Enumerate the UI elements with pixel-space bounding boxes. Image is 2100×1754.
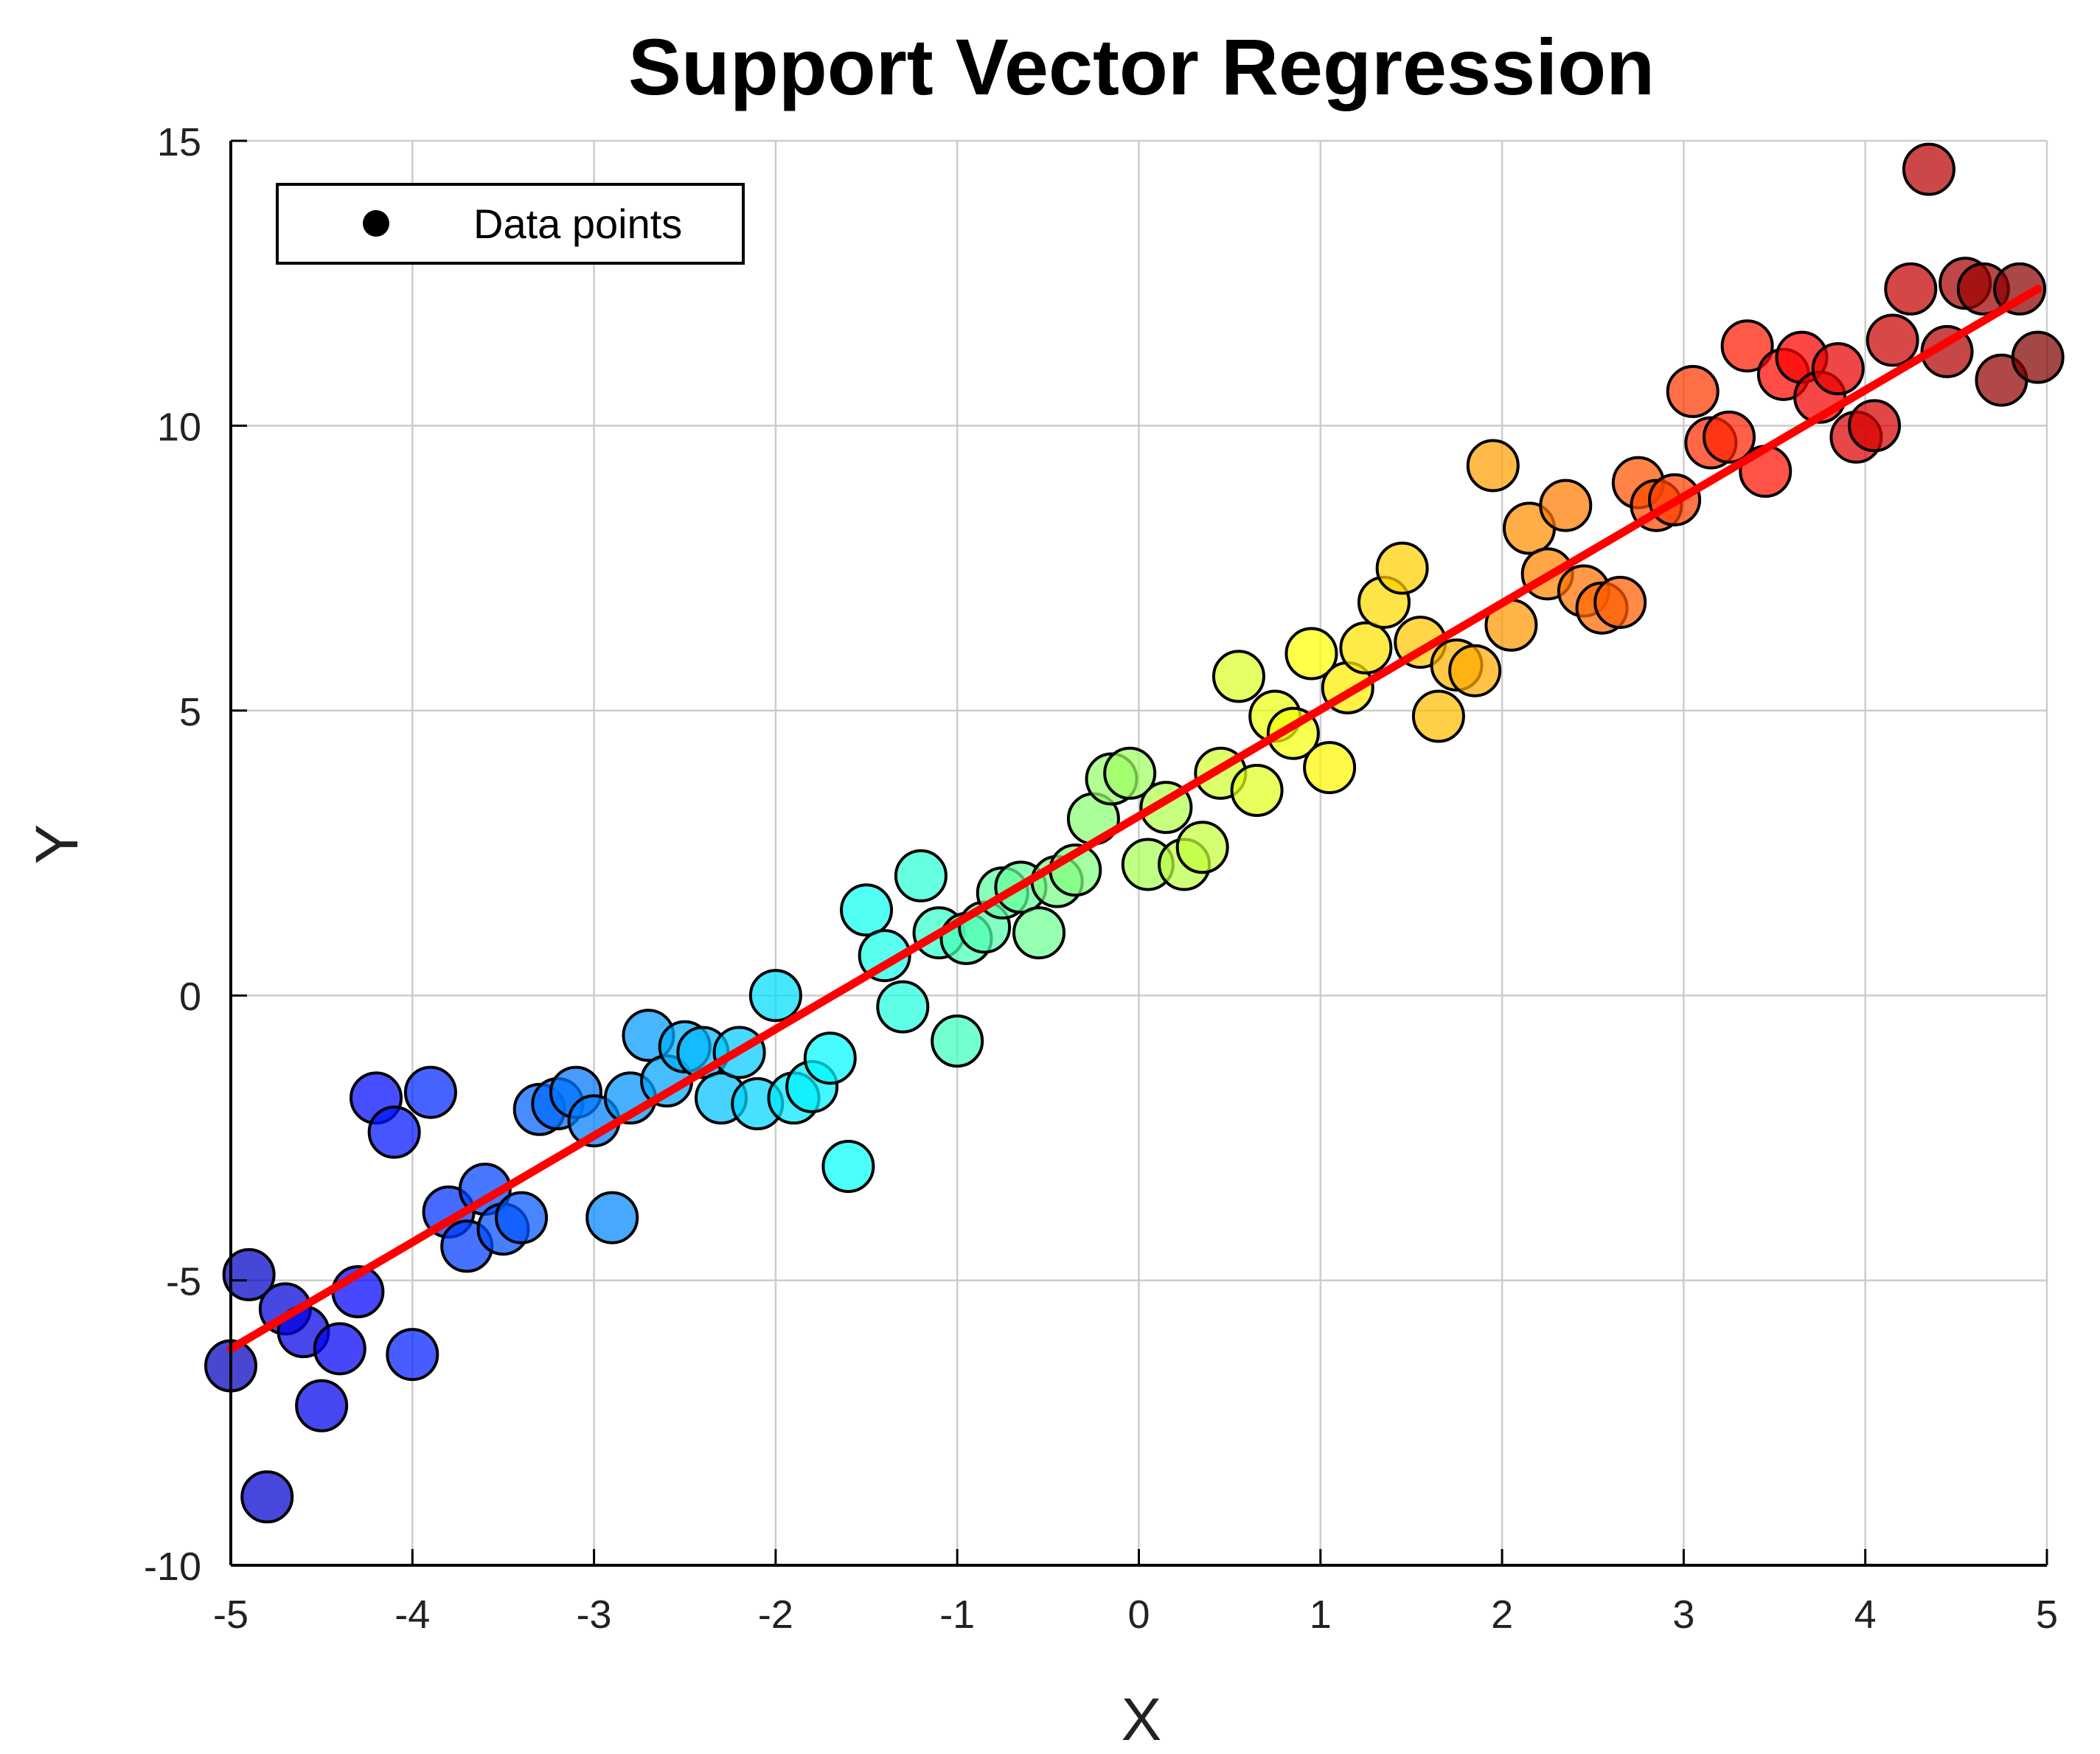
legend: Data points — [276, 183, 745, 265]
data-point — [585, 1191, 639, 1245]
legend-marker — [363, 210, 389, 237]
x-tick-label: -1 — [939, 1593, 975, 1637]
data-point — [748, 969, 802, 1023]
data-point — [1848, 399, 1902, 453]
data-point — [1211, 650, 1265, 703]
data-point — [803, 1031, 857, 1085]
data-point — [1448, 644, 1502, 697]
y-tick-label: -5 — [166, 1260, 201, 1304]
data-point — [2011, 330, 2065, 384]
x-tick-label: -4 — [394, 1593, 430, 1637]
x-tick-label: 5 — [2036, 1593, 2058, 1637]
x-tick-label: -3 — [577, 1593, 612, 1637]
data-point — [1012, 906, 1066, 960]
data-point — [1902, 142, 1955, 196]
data-point — [1375, 541, 1429, 595]
y-axis-label: Y — [24, 824, 91, 865]
x-tick-label: -5 — [213, 1593, 248, 1637]
x-tick-label: 2 — [1491, 1593, 1513, 1637]
y-tick-label: 0 — [179, 975, 201, 1019]
data-point — [295, 1379, 349, 1433]
data-point — [1866, 313, 1919, 367]
data-point — [495, 1191, 549, 1245]
regression-line — [226, 285, 2042, 1353]
x-axis-label: X — [1122, 1686, 1162, 1753]
data-point — [821, 1140, 875, 1194]
x-ticks: -5 -4 -3 -2 -1 0 1 2 3 4 5 — [213, 1549, 2058, 1637]
data-point — [1339, 621, 1393, 675]
data-point — [1230, 763, 1284, 817]
data-point — [1993, 262, 2047, 316]
y-tick-label: 10 — [157, 405, 201, 449]
data-point — [1103, 746, 1157, 800]
x-tick-label: 1 — [1310, 1593, 1332, 1637]
data-point — [1884, 262, 1938, 316]
legend-box — [276, 183, 745, 265]
data-point — [840, 883, 894, 937]
data-point — [313, 1322, 366, 1376]
data-point — [222, 1247, 276, 1301]
y-ticks: -10 -5 0 5 10 15 — [144, 120, 247, 1589]
data-point — [876, 980, 930, 1034]
data-point — [386, 1328, 439, 1382]
data-point — [1303, 741, 1357, 795]
data-point — [240, 1470, 294, 1524]
data-point — [894, 849, 948, 902]
data-point — [1284, 627, 1338, 681]
x-tick-label: 0 — [1127, 1593, 1150, 1637]
x-tick-label: 3 — [1672, 1593, 1694, 1637]
data-point — [1593, 575, 1647, 629]
data-point — [1702, 410, 1756, 464]
data-point — [403, 1065, 457, 1119]
data-point — [1411, 689, 1465, 743]
y-tick-label: 5 — [179, 690, 201, 734]
data-point — [1175, 821, 1229, 874]
data-point — [1466, 439, 1520, 493]
y-tick-label: 15 — [157, 120, 201, 164]
data-point — [1739, 445, 1793, 498]
y-tick-label: -10 — [144, 1545, 201, 1589]
x-tick-label: 4 — [1854, 1593, 1877, 1637]
legend-entry-data-points: Data points — [473, 201, 682, 247]
data-points — [204, 142, 2065, 1524]
data-point — [1811, 342, 1865, 396]
data-point — [931, 1015, 984, 1068]
x-tick-label: -2 — [758, 1593, 793, 1637]
data-point — [1666, 365, 1720, 419]
data-point — [1539, 478, 1593, 532]
chart-title: Support Vector Regression — [628, 22, 1655, 111]
data-point — [367, 1105, 421, 1159]
data-point — [1720, 319, 1774, 373]
